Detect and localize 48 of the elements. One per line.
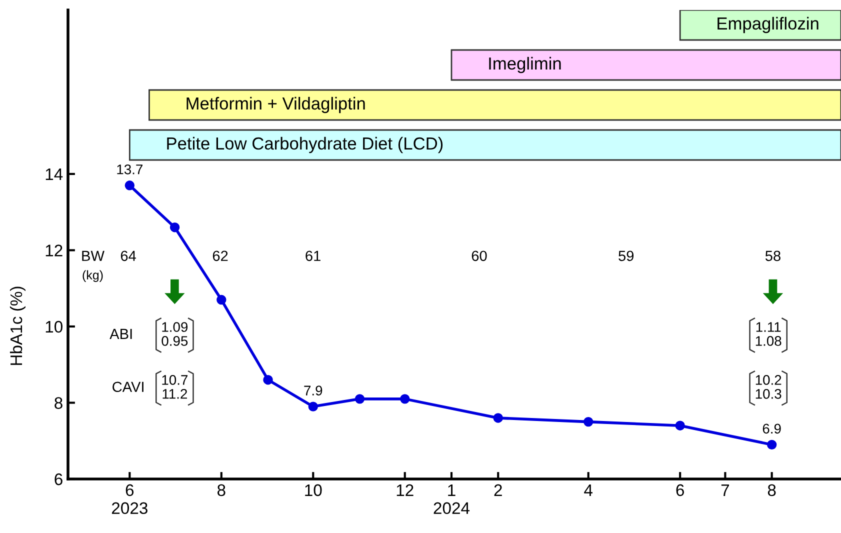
annotation: ABI (110, 328, 132, 339)
x-tick-label: 1 2024 (434, 484, 470, 514)
x-tick-label: 6 2023 (112, 484, 148, 514)
y-axis-title: HbA1c (%) (10, 286, 26, 365)
point (263, 375, 273, 385)
annotation: 60 (472, 250, 487, 262)
annotation: CAVI (112, 382, 144, 392)
band-label: Imeglimin (489, 56, 561, 74)
band-label: Metformin + Vildagliptin (186, 96, 365, 114)
band-label: Empagliflozin (718, 16, 818, 34)
annotation: 1.09 0.95 (162, 322, 188, 346)
annotation: 1.11 1.08 (756, 322, 782, 346)
x-tick-label: 6 (676, 484, 684, 496)
y-tick-label: 14 (46, 168, 63, 180)
annotation: 58 (765, 250, 780, 262)
annotation: (kg) (82, 270, 103, 282)
point (354, 394, 365, 404)
annotation: 10.2 10.3 (756, 375, 782, 399)
point (170, 222, 180, 232)
annotation: 59 (618, 250, 634, 262)
y-tick-label: 8 (54, 397, 62, 409)
annotation: 61 (306, 250, 320, 262)
point (308, 402, 318, 412)
band-label: Petite Low Carbohydrate Diet (LCD) (167, 136, 443, 154)
y-tick-label: 12 (46, 244, 62, 256)
annotation: 10.7 11.2 (162, 375, 188, 399)
x-tick-label: 8 (768, 484, 776, 496)
point (216, 294, 226, 305)
data-label: 6.9 (762, 424, 781, 434)
x-tick-label: 10 (305, 484, 322, 496)
annotation: BW (82, 250, 104, 261)
x-tick-label: 4 (584, 484, 592, 496)
point (675, 420, 685, 430)
point (493, 413, 503, 423)
x-tick-label: 8 (217, 484, 226, 496)
x-tick-label: 12 (396, 484, 414, 496)
point (583, 416, 594, 427)
point (124, 180, 135, 190)
x-tick-label: 7 (721, 484, 729, 496)
data-label: 13.7 (117, 164, 142, 174)
y-tick-label: 6 (54, 473, 62, 486)
point (766, 440, 777, 450)
y-tick-label: 10 (46, 320, 62, 333)
point (400, 394, 410, 404)
x-tick-label: 2 (494, 484, 502, 496)
annotation: 64 (120, 250, 136, 262)
annotation: 62 (212, 250, 228, 262)
data-label: 7.9 (304, 386, 322, 396)
